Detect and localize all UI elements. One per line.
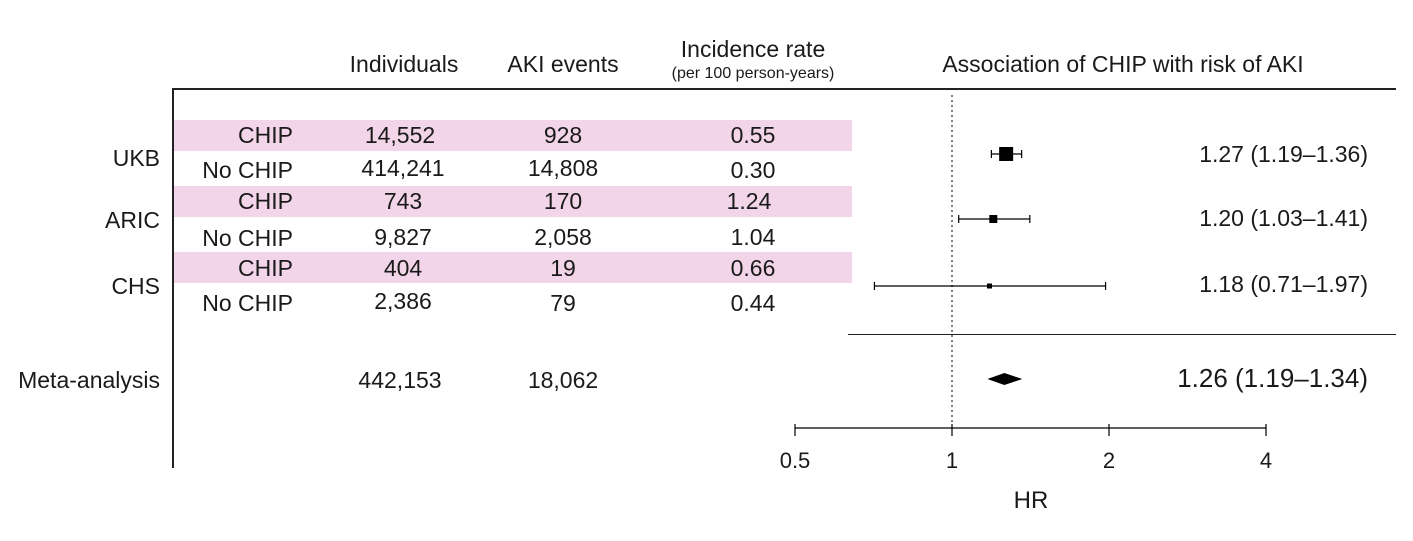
meta-individuals: 442,153: [358, 367, 442, 393]
meta-label: Meta-analysis: [18, 367, 160, 393]
cell-aki-events: 79: [550, 290, 576, 316]
cohort-label-chs: CHS: [111, 273, 160, 299]
group-label: CHIP: [238, 122, 293, 148]
chip-band-chs: [174, 252, 852, 283]
group-label: No CHIP: [202, 157, 293, 183]
cell-aki-events: 2,058: [534, 224, 592, 250]
cell-incidence-rate: 1.24: [726, 188, 772, 214]
cell-incidence-rate: 1.04: [730, 224, 776, 250]
summary-diamond: [987, 373, 1023, 385]
cell-individuals: 14,552: [364, 122, 436, 148]
hr-label-meta: 1.26 (1.19–1.34): [1177, 363, 1368, 393]
header-incidence-rate-unit: (per 100 person-years): [671, 65, 835, 82]
x-tick-label: 0.5: [780, 448, 811, 473]
header-individuals: Individuals: [349, 51, 459, 77]
group-label: No CHIP: [202, 290, 293, 316]
chip-band-aric: [174, 186, 852, 217]
cell-incidence-rate: 0.55: [730, 122, 776, 148]
header-rule: [174, 88, 1396, 90]
cell-incidence-rate: 0.66: [730, 255, 776, 281]
point-estimate-square: [989, 215, 998, 223]
meta-aki-events: 18,062: [527, 367, 599, 393]
x-tick-label: 2: [1103, 448, 1115, 473]
header-aki-events: AKI events: [507, 51, 619, 77]
x-tick-label: 4: [1260, 448, 1272, 473]
cell-incidence-rate: 0.30: [730, 157, 776, 183]
cell-aki-events: 19: [550, 255, 576, 281]
point-estimate-square: [986, 283, 992, 289]
cohort-label-ukb: UKB: [112, 145, 160, 171]
chip-band-ukb: [174, 120, 852, 151]
header-association: Association of CHIP with risk of AKI: [942, 51, 1304, 77]
left-axis-line: [172, 88, 174, 468]
group-label: CHIP: [238, 255, 293, 281]
cell-incidence-rate: 0.44: [730, 290, 776, 316]
cell-individuals: 743: [383, 188, 423, 214]
header-incidence-rate: Incidence rate: [680, 36, 826, 62]
cell-aki-events: 170: [543, 188, 583, 214]
group-label: No CHIP: [202, 225, 293, 251]
x-axis-label: HR: [1013, 487, 1049, 514]
cell-individuals: 9,827: [374, 224, 432, 250]
hr-label-aric: 1.20 (1.03–1.41): [1199, 205, 1368, 231]
cell-individuals: 2,386: [374, 288, 432, 314]
x-tick-label: 1: [946, 448, 958, 473]
cell-individuals: 414,241: [361, 155, 445, 181]
hr-label-ukb: 1.27 (1.19–1.36): [1199, 141, 1368, 167]
cell-aki-events: 928: [543, 122, 583, 148]
group-label: CHIP: [238, 188, 293, 214]
cohort-label-aric: ARIC: [105, 207, 160, 233]
cell-aki-events: 14,808: [527, 155, 599, 181]
hr-label-chs: 1.18 (0.71–1.97): [1199, 271, 1368, 297]
point-estimate-square: [999, 147, 1014, 161]
meta-separator: [848, 334, 1396, 335]
cell-individuals: 404: [383, 255, 423, 281]
